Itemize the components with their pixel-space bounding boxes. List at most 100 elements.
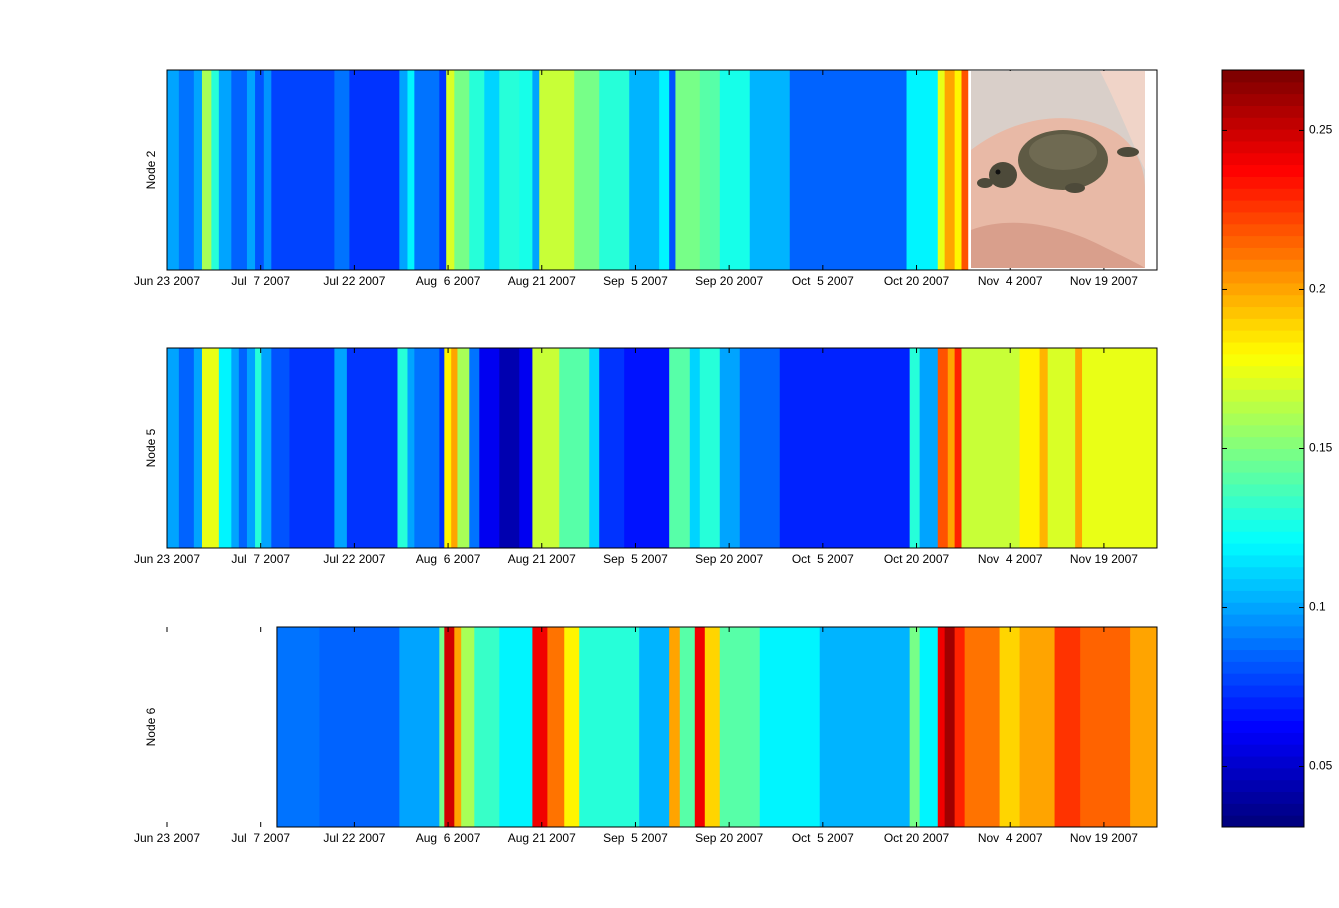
heat-cell bbox=[246, 70, 256, 270]
colorbar-swatch bbox=[1222, 507, 1304, 520]
colorbar-swatch bbox=[1222, 318, 1304, 331]
y-axis-label: Node 2 bbox=[144, 150, 158, 189]
colorbar-swatch bbox=[1222, 389, 1304, 402]
heat-cell bbox=[261, 348, 272, 548]
colorbar-swatch bbox=[1222, 673, 1304, 686]
heat-cell bbox=[759, 627, 821, 827]
colorbar-swatch bbox=[1222, 401, 1304, 414]
heat-cell bbox=[439, 627, 445, 827]
heat-cell bbox=[599, 70, 630, 270]
heat-cell bbox=[694, 627, 706, 827]
thumb bbox=[1100, 71, 1145, 170]
heat-cell bbox=[944, 627, 956, 827]
heat-cell bbox=[1130, 627, 1158, 827]
x-tick-label: Aug 21 2007 bbox=[508, 552, 576, 566]
heat-cell bbox=[937, 348, 949, 548]
x-tick-label: Oct 20 2007 bbox=[884, 274, 950, 288]
turtle-leg bbox=[1065, 183, 1085, 193]
turtle-leg bbox=[1117, 147, 1139, 157]
axes-box bbox=[166, 347, 1158, 549]
x-tick-label: Nov 19 2007 bbox=[1070, 552, 1138, 566]
heat-cell bbox=[334, 70, 350, 270]
heat-cell bbox=[564, 627, 580, 827]
x-tick-label: Sep 20 2007 bbox=[695, 274, 763, 288]
heat-cell bbox=[178, 70, 195, 270]
heat-cell bbox=[675, 70, 701, 270]
heat-cell bbox=[399, 627, 440, 827]
colorbar-tick-label: 0.2 bbox=[1309, 282, 1326, 296]
colorbar-swatch bbox=[1222, 779, 1304, 793]
heat-cell bbox=[739, 348, 781, 548]
heat-cell bbox=[547, 627, 565, 827]
heat-cell bbox=[909, 627, 921, 827]
heat-cell bbox=[439, 70, 447, 270]
heat-cell bbox=[819, 627, 911, 827]
heat-cell bbox=[469, 70, 485, 270]
colorbar-swatch bbox=[1222, 791, 1304, 804]
heat-cell bbox=[255, 70, 265, 270]
heat-cell bbox=[201, 70, 212, 270]
x-tick-label: Jul 22 2007 bbox=[323, 831, 385, 845]
x-tick-label: Jul 22 2007 bbox=[323, 552, 385, 566]
heat-cell bbox=[532, 70, 540, 270]
x-tick-label: Sep 5 2007 bbox=[603, 274, 668, 288]
heat-cell bbox=[961, 70, 969, 270]
heat-cell bbox=[1082, 348, 1158, 548]
colorbar-swatch bbox=[1222, 448, 1304, 461]
heat-cell bbox=[414, 70, 440, 270]
x-tick-label: Oct 5 2007 bbox=[792, 831, 854, 845]
heat-cell bbox=[699, 348, 721, 548]
heat-cell bbox=[1047, 348, 1076, 548]
heat-cell bbox=[178, 348, 195, 548]
heat-cell bbox=[484, 70, 500, 270]
colorbar-swatch bbox=[1222, 188, 1304, 201]
x-tick-label: Jul 22 2007 bbox=[323, 274, 385, 288]
heat-cell bbox=[231, 70, 248, 270]
heat-cell bbox=[439, 348, 445, 548]
heat-cell bbox=[499, 70, 520, 270]
colorbar-swatch bbox=[1222, 720, 1304, 733]
heat-cell bbox=[263, 70, 272, 270]
heat-cell bbox=[669, 348, 691, 548]
colorbar-swatch bbox=[1222, 602, 1304, 615]
y-axis-label: Node 5 bbox=[144, 428, 158, 467]
colorbar-swatch bbox=[1222, 117, 1304, 130]
heat-cell bbox=[193, 348, 203, 548]
heat-cell bbox=[1039, 348, 1049, 548]
heat-cell bbox=[919, 627, 939, 827]
heat-cell bbox=[1019, 348, 1041, 548]
heat-cell bbox=[167, 348, 180, 548]
heat-cell bbox=[461, 627, 475, 827]
colorbar-swatch bbox=[1222, 164, 1304, 177]
heat-cell bbox=[218, 348, 232, 548]
x-tick-label: Jun 23 2007 bbox=[134, 831, 200, 845]
x-tick-label: Nov 4 2007 bbox=[978, 552, 1043, 566]
colorbar-swatch bbox=[1222, 282, 1304, 296]
colorbar-swatch bbox=[1222, 685, 1304, 698]
heat-cell bbox=[407, 348, 415, 548]
colorbar-swatch bbox=[1222, 306, 1304, 319]
colorbar-swatch bbox=[1222, 460, 1304, 473]
colorbar-swatch bbox=[1222, 129, 1304, 142]
colorbar-swatch bbox=[1222, 815, 1304, 828]
heat-cell bbox=[629, 70, 660, 270]
colorbar-box bbox=[1221, 69, 1305, 828]
colorbar-swatch bbox=[1222, 531, 1304, 544]
heat-cell bbox=[454, 627, 462, 827]
colorbar-swatch bbox=[1222, 637, 1304, 651]
heat-cell bbox=[919, 348, 939, 548]
colorbar-swatch bbox=[1222, 436, 1304, 449]
colorbar-swatch bbox=[1222, 578, 1304, 591]
colorbar-swatch bbox=[1222, 566, 1304, 580]
heat-cell bbox=[954, 627, 966, 827]
colorbar-swatch bbox=[1222, 271, 1304, 284]
axes-box bbox=[166, 69, 1158, 271]
colorbar-swatch bbox=[1222, 744, 1304, 757]
heat-cell bbox=[719, 70, 751, 270]
heat-cell bbox=[679, 627, 696, 827]
colorbar-swatch bbox=[1222, 81, 1304, 95]
colorbar-swatch bbox=[1222, 200, 1304, 213]
x-tick-label: Sep 20 2007 bbox=[695, 552, 763, 566]
heat-cell bbox=[1080, 627, 1131, 827]
x-tick-label: Nov 19 2007 bbox=[1070, 274, 1138, 288]
